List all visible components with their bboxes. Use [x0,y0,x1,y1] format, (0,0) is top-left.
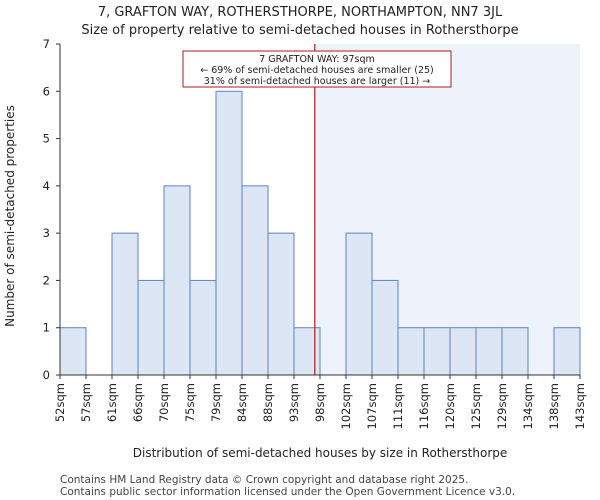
x-tick-label: 138sqm [547,383,561,429]
bar [189,279,217,376]
x-axis-label: Distribution of semi-detached houses by … [133,446,508,460]
y-axis-label: Number of semi-detached properties [3,105,17,327]
x-tick-label: 57sqm [79,383,93,422]
annotation-box [182,50,452,88]
bar [345,232,373,376]
chart-subtitle: Size of property relative to semi-detach… [81,23,518,38]
footer-line-2: Contains public sector information licen… [60,486,515,498]
bar [475,327,503,376]
bar [241,185,269,376]
x-tick-label: 93sqm [287,383,301,422]
bar [293,327,321,376]
x-tick-label: 75sqm [183,383,197,422]
x-tick-label: 120sqm [443,383,457,429]
y-tick-label: 4 [43,179,50,193]
x-tick-label: 129sqm [495,383,509,429]
bar [397,327,425,376]
x-tick-label: 52sqm [53,383,67,422]
x-tick-label: 98sqm [313,383,327,422]
x-tick-label: 102sqm [339,383,353,429]
bar [59,327,87,376]
y-tick-label: 2 [43,273,50,287]
footer-line-1: Contains HM Land Registry data © Crown c… [60,474,468,486]
chart-title: 7, GRAFTON WAY, ROTHERSTHORPE, NORTHAMPT… [98,5,503,20]
x-tick-label: 143sqm [573,383,587,429]
y-tick-label: 0 [43,368,50,382]
y-tick-label: 6 [43,84,50,98]
x-tick-label: 61sqm [105,383,119,422]
annotation-line-3: 31% of semi-detached houses are larger (… [204,76,431,87]
x-tick-label: 125sqm [469,383,483,429]
bar [371,279,399,376]
annotation-line-2: ← 69% of semi-detached houses are smalle… [200,65,434,76]
y-tick-label: 5 [43,132,50,146]
x-tick-label: 79sqm [209,383,223,422]
y-tick-label: 7 [43,37,50,51]
bar [449,327,477,376]
x-tick-label: 116sqm [417,383,431,429]
x-tick-label: 107sqm [365,383,379,429]
x-tick-label: 84sqm [235,383,249,422]
y-axis-ticks: 0 1 2 3 4 5 6 7 [43,37,60,382]
y-tick-label: 1 [43,321,50,335]
x-tick-label: 134sqm [521,383,535,429]
bar [501,327,529,376]
y-tick-label: 3 [43,226,50,240]
bar [137,279,165,376]
x-tick-label: 70sqm [157,383,171,422]
bar [423,327,451,376]
x-axis-ticks: 52sqm 57sqm 61sqm 66sqm 70sqm 75sqm 79sqm 84sqm… [53,375,587,429]
bars-group [59,90,581,376]
bar [111,232,139,376]
x-tick-label: 88sqm [261,383,275,422]
bar [163,185,191,376]
x-tick-label: 66sqm [131,383,145,422]
annotation-line-1: 7 GRAFTON WAY: 97sqm [259,54,375,65]
bar [267,232,295,376]
bar [215,90,243,376]
bar [553,327,581,376]
x-tick-label: 111sqm [391,383,405,429]
